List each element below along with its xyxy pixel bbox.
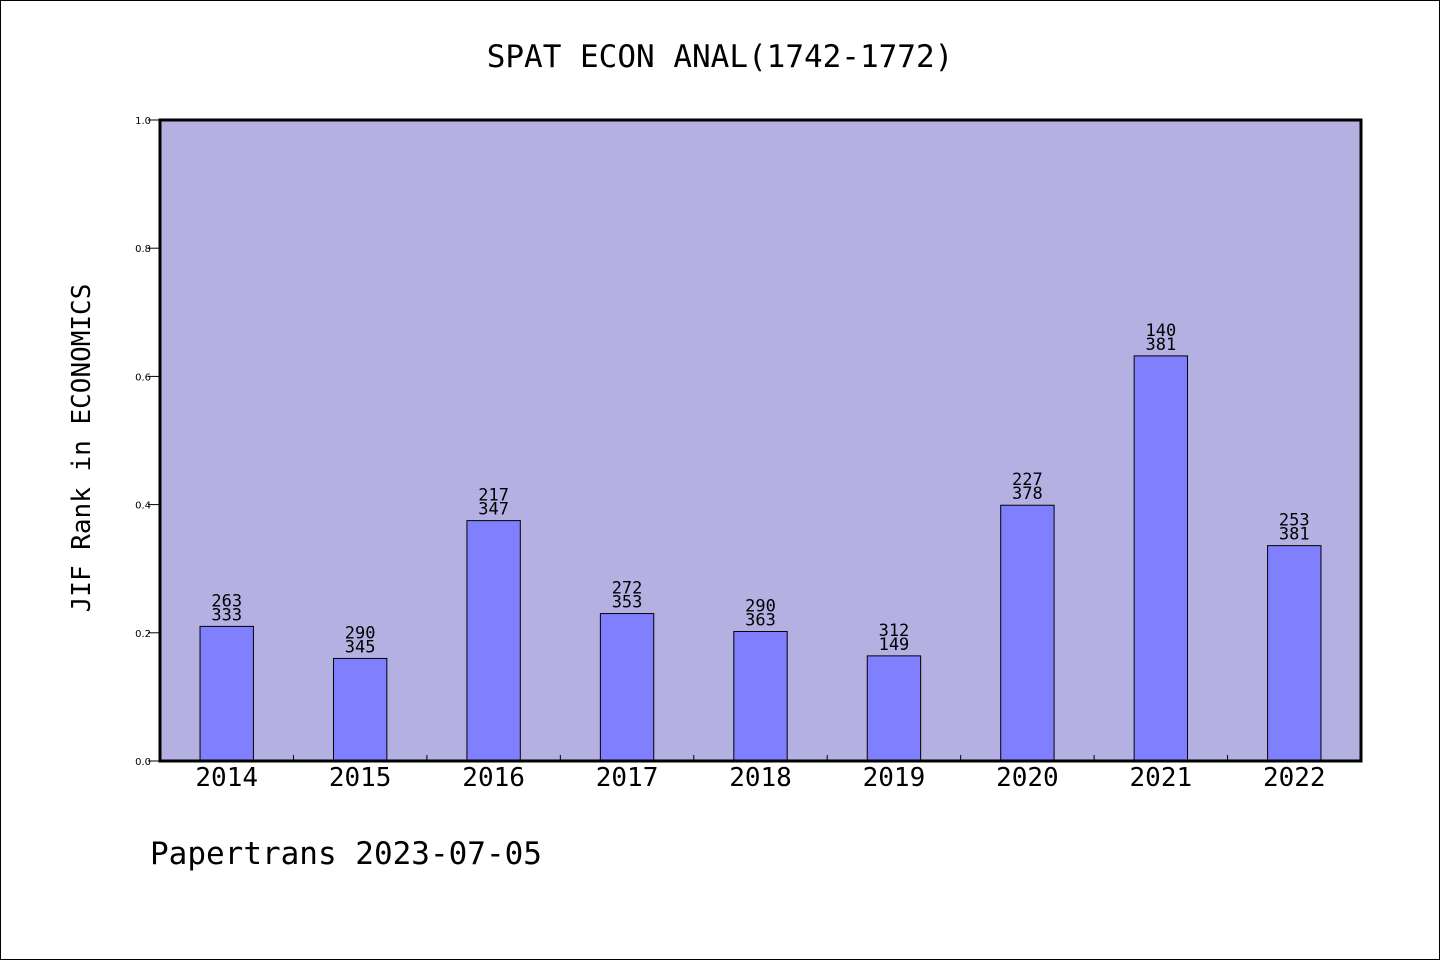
y-tick-label: 0.4 — [135, 501, 151, 512]
bar-label-bottom-2019: 149 — [879, 635, 910, 655]
bar-label-bottom-2016: 347 — [478, 500, 509, 520]
bar-2015 — [332, 657, 388, 762]
bar-label-bottom-2018: 363 — [745, 611, 776, 631]
chart-title: SPAT ECON ANAL(1742-1772) — [487, 39, 954, 75]
x-tick-label-2021: 2021 — [1130, 763, 1193, 793]
x-tick-label-2015: 2015 — [329, 763, 392, 793]
x-tick-label-2019: 2019 — [863, 763, 926, 793]
bar-2014 — [199, 625, 254, 762]
bar-label-top-2019: 312 — [879, 621, 910, 641]
footer-text: Papertrans 2023-07-05 — [150, 836, 542, 872]
bar-2020 — [1000, 504, 1055, 762]
bar-2022 — [1267, 545, 1322, 762]
bar-label-bottom-2020: 378 — [1012, 484, 1043, 504]
y-tick-label: 0.8 — [135, 244, 151, 255]
x-tick-label-2014: 2014 — [195, 763, 258, 793]
bar-2017 — [599, 613, 655, 762]
y-axis-label: JIF Rank in ECONOMICS — [67, 284, 97, 613]
bar-2019 — [866, 655, 922, 762]
bar-label-top-2017: 272 — [612, 579, 643, 599]
bar-2021 — [1133, 355, 1189, 762]
x-tick-label-2017: 2017 — [596, 763, 659, 793]
bar-label-top-2016: 217 — [478, 486, 509, 506]
bar-label-bottom-2021: 381 — [1145, 335, 1176, 355]
ticks-layer: 2014 2015 2016 2017 2018 2019 2020 2021 2022 0.0 0… — [135, 116, 1325, 793]
bar-label-top-2014: 263 — [211, 591, 242, 611]
y-tick-label: 1.0 — [135, 116, 151, 127]
bar-label-bottom-2014: 333 — [211, 605, 242, 625]
y-tick-label: 0.0 — [135, 757, 151, 768]
bar-2018 — [733, 631, 788, 762]
bar-label-top-2015: 290 — [345, 623, 376, 643]
y-tick-label: 0.2 — [135, 629, 151, 640]
bar-label-top-2020: 227 — [1012, 470, 1043, 490]
bar-label-top-2018: 290 — [745, 597, 776, 617]
bar-2016 — [466, 520, 521, 762]
x-tick-label-2018: 2018 — [729, 763, 792, 793]
bar-label-top-2021: 140 — [1145, 321, 1176, 341]
x-tick-label-2022: 2022 — [1263, 763, 1326, 793]
bar-label-top-2022: 253 — [1279, 511, 1310, 531]
x-tick-label-2016: 2016 — [462, 763, 525, 793]
bar-label-bottom-2015: 345 — [345, 637, 376, 657]
plot-border — [158, 118, 1363, 763]
x-tick-label-2020: 2020 — [996, 763, 1059, 793]
bar-label-bottom-2017: 353 — [612, 593, 643, 613]
y-tick-label: 0.6 — [135, 372, 151, 383]
bar-label-bottom-2022: 381 — [1279, 525, 1310, 545]
